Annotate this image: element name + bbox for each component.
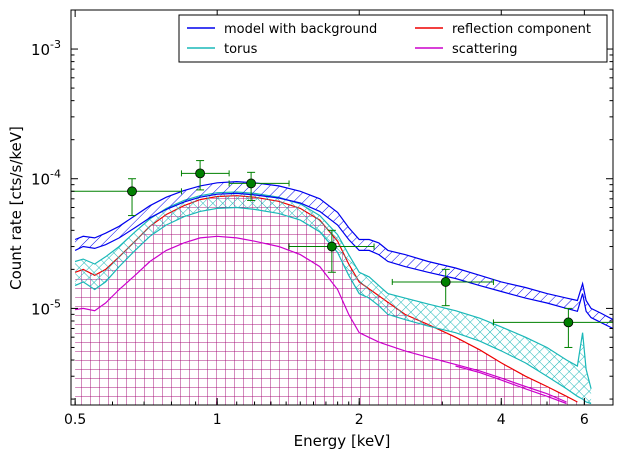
plot-area — [74, 180, 613, 405]
data-point-1 — [195, 168, 205, 179]
model-with-background-upper-line — [74, 180, 613, 321]
data-point-0 — [127, 186, 137, 197]
legend-box — [178, 14, 608, 63]
x-tick-label-0: 0.5 — [64, 412, 86, 428]
data-point-2 — [246, 178, 257, 189]
y-axis-label: Count rate [cts/s/keV] — [7, 126, 25, 290]
y-tick-label-2: 10-3 — [31, 38, 61, 59]
x-tick-label-4: 6 — [580, 412, 589, 428]
x-tick-label-3: 4 — [497, 412, 506, 428]
torus-band — [75, 192, 592, 404]
y-tick-label-0: 10-5 — [31, 297, 61, 318]
x-axis-label: Energy [keV] — [294, 432, 391, 450]
scattering-lower-line — [455, 365, 567, 405]
legend-label-3: scattering — [452, 42, 518, 57]
torus-upper-line — [74, 191, 592, 389]
data-point-5 — [563, 317, 574, 328]
legend-label-2: reflection component — [452, 22, 591, 37]
legend-label-0: model with background — [224, 22, 377, 37]
scattering-line — [75, 235, 567, 403]
data-point-4 — [440, 277, 451, 287]
legend-label-1: torus — [224, 42, 258, 57]
torus-lower-line — [74, 206, 592, 405]
x-tick-label-1: 1 — [213, 412, 222, 428]
data-point-3 — [326, 241, 337, 252]
reflection-component-band — [75, 195, 578, 405]
y-axis-ticks: 10-5 10-4 10-3 — [31, 9, 613, 400]
data-points — [71, 160, 613, 348]
y-tick-label-1: 10-4 — [31, 168, 61, 189]
x-tick-label-2: 2 — [355, 412, 364, 428]
legend: model with background torus reflection com… — [178, 14, 608, 63]
